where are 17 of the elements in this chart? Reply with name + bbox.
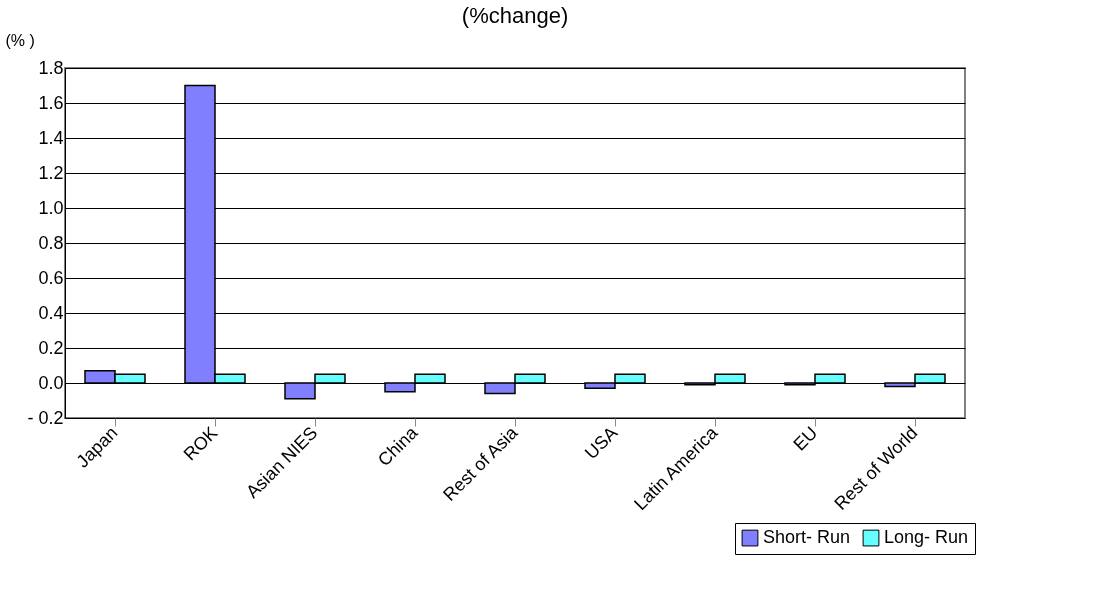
y-tick-label: 0.6 (38, 267, 64, 288)
y-tick-label: 0.8 (38, 232, 64, 253)
y-tick-label: 1.4 (38, 127, 64, 148)
y-tick-label: 1.8 (38, 57, 64, 78)
y-tick-label: 0.2 (38, 337, 64, 358)
legend-label: Short- Run (763, 527, 851, 548)
y-tick-label: - 0.2 (27, 407, 64, 428)
y-axis-title: (% ) (5, 31, 35, 49)
y-tick-label: 0.4 (38, 302, 64, 323)
y-tick-label: 0.0 (38, 372, 64, 393)
x-tick-label: EU (789, 422, 822, 455)
chart-title: (%change) (461, 3, 569, 28)
y-tick-label: 1.6 (38, 92, 64, 113)
legend-label: Long- Run (884, 527, 969, 548)
y-tick-label: 1.2 (38, 162, 64, 183)
x-tick-label: USA (581, 422, 622, 464)
y-tick-label: 1.0 (38, 197, 64, 218)
